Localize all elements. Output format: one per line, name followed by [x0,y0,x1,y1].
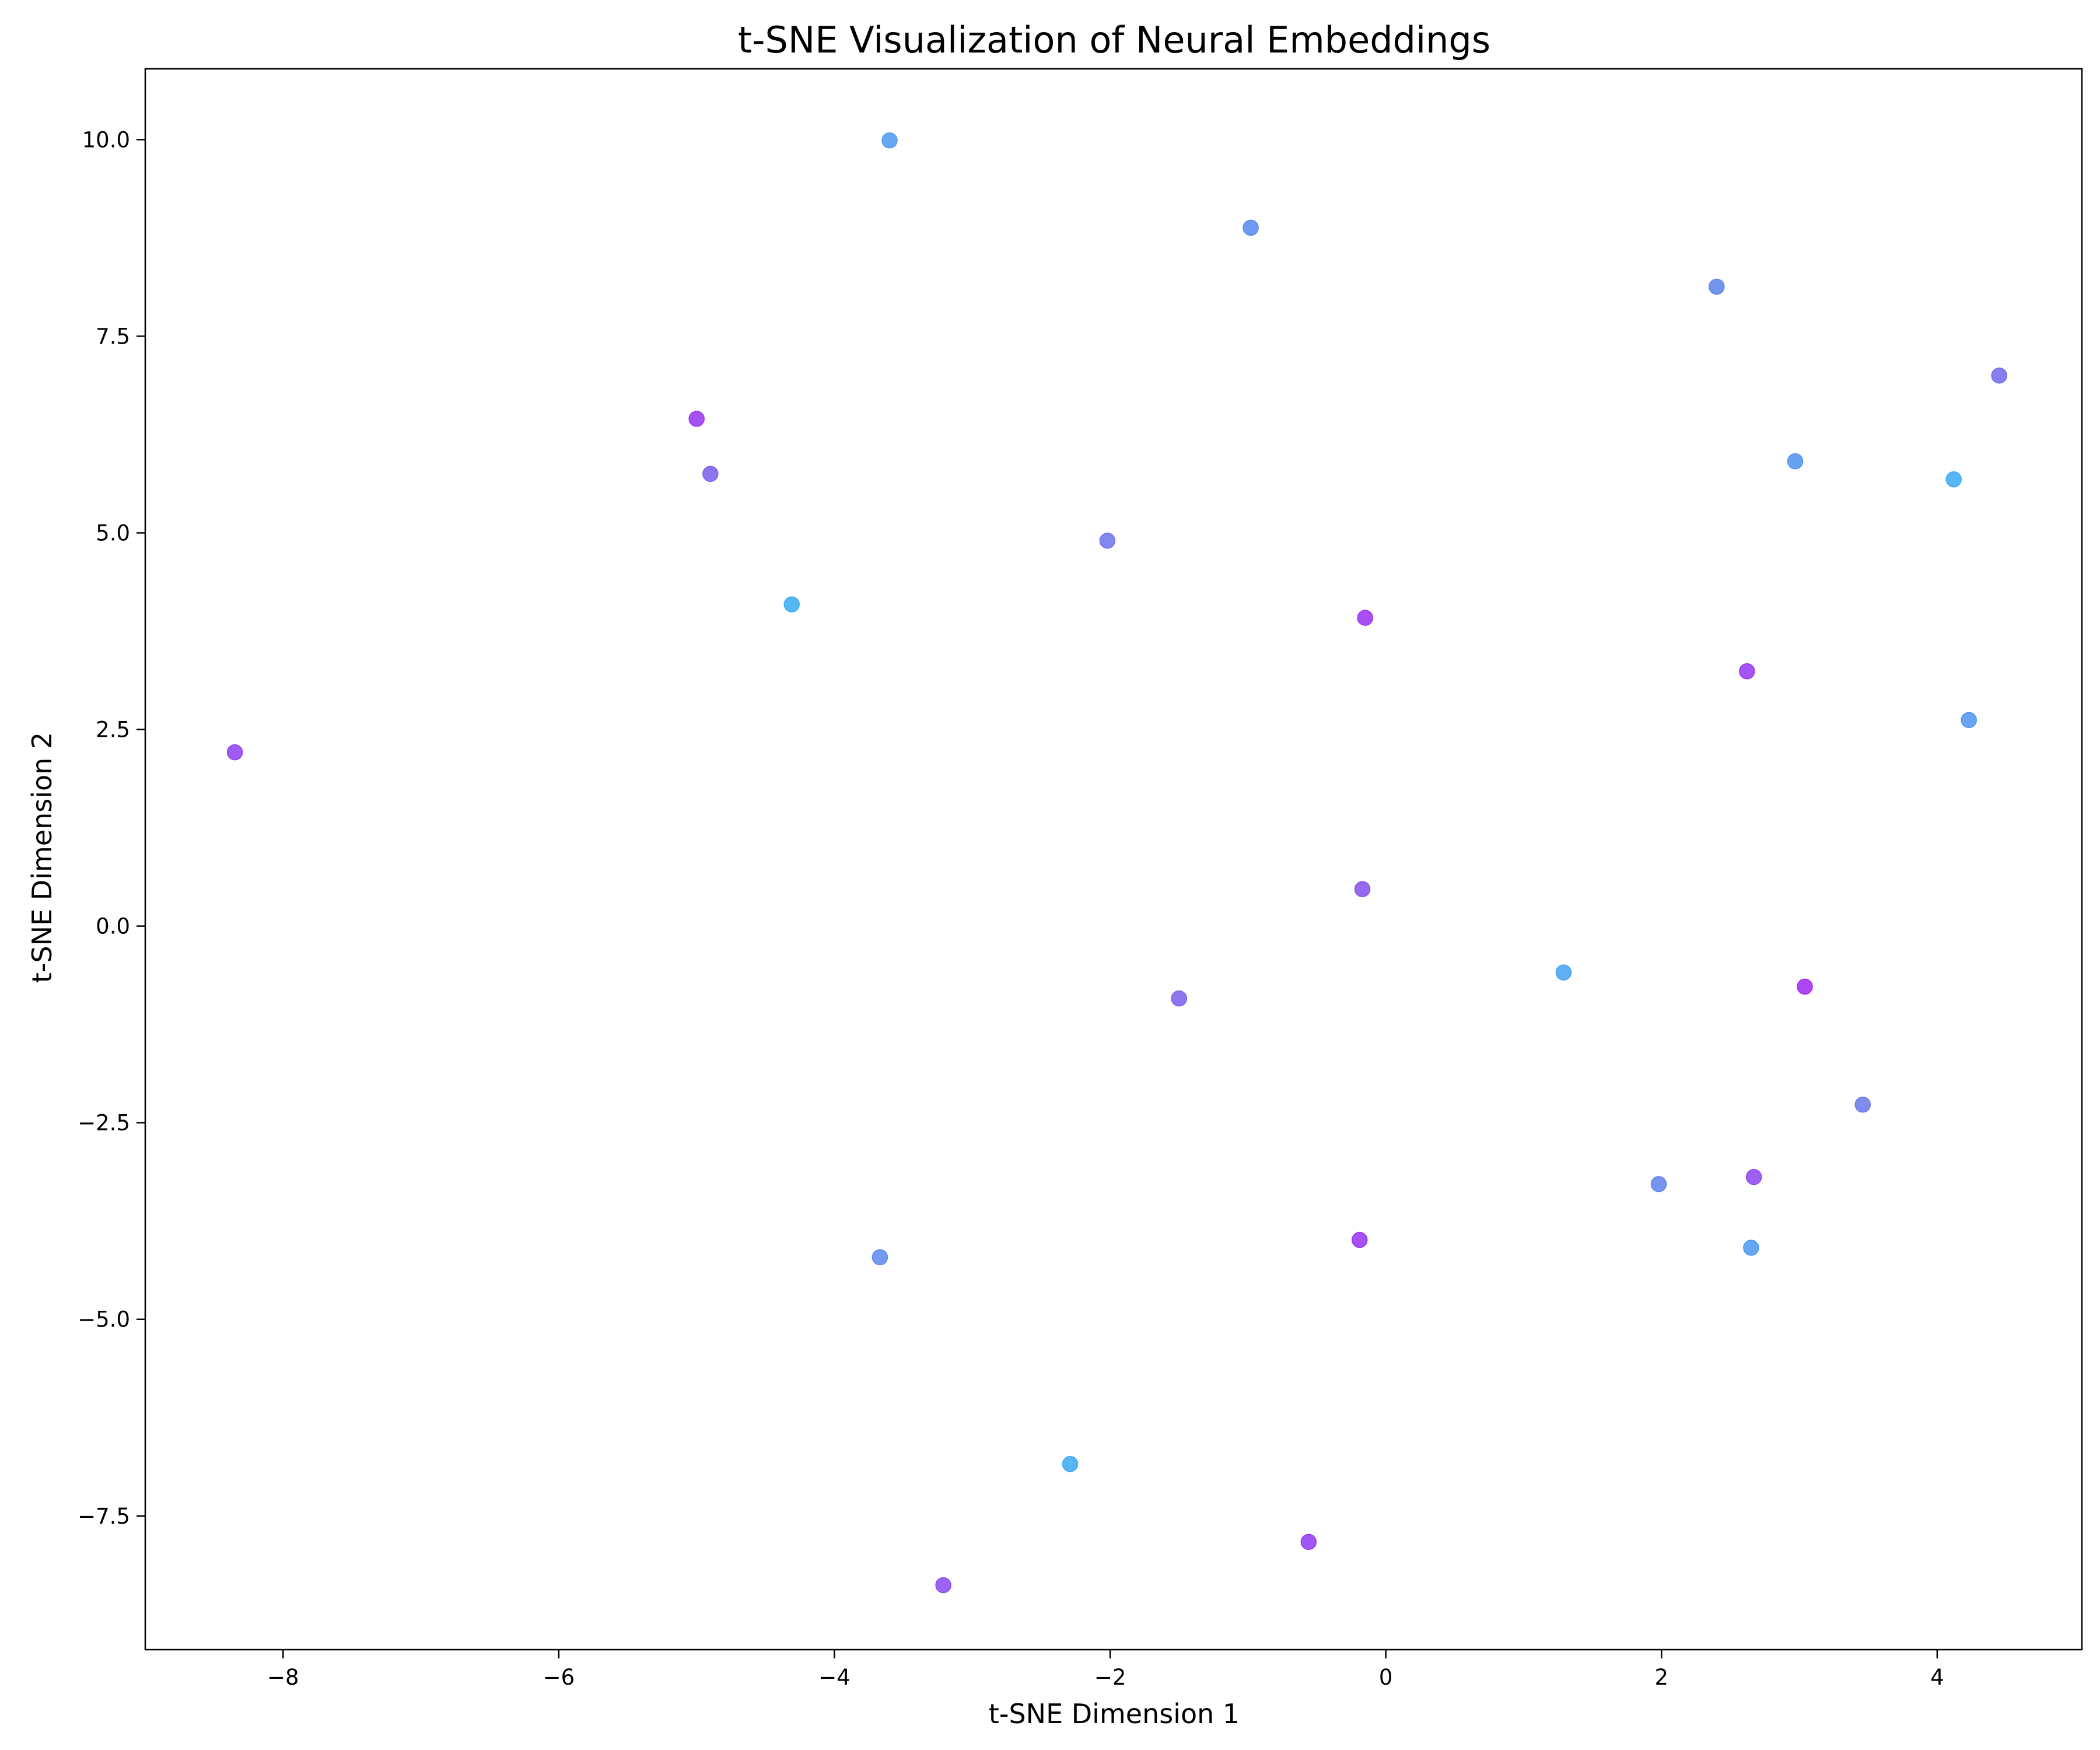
x-tick-label: −2 [1094,1665,1126,1690]
data-point [881,132,898,149]
data-point [1787,453,1804,470]
data-point [1300,1534,1317,1550]
data-point [935,1577,951,1594]
data-point [1743,1240,1759,1256]
data-point [1709,278,1725,295]
x-tick-label: −8 [267,1665,299,1690]
data-point [1354,881,1371,897]
data-point [702,466,719,482]
x-tick-label: 0 [1379,1665,1393,1690]
x-axis-ticks: −8 −6 −4 −2 0 2 4 [267,1650,1944,1690]
y-axis-label: t-SNE Dimension 2 [26,732,58,983]
data-point [1062,1456,1079,1472]
y-axis-ticks: −7.5 −5.0 −2.5 0.0 2.5 5.0 7.5 10.0 [78,127,145,1529]
x-tick-label: 4 [1930,1665,1944,1690]
data-point [1745,1168,1762,1185]
x-tick-label: 2 [1655,1665,1669,1690]
data-point [872,1249,888,1265]
chart-title: t-SNE Visualization of Neural Embeddings [738,19,1490,61]
y-tick-label: 2.5 [96,718,130,743]
y-tick-label: 7.5 [96,324,130,349]
x-tick-label: −6 [543,1665,575,1690]
y-tick-label: −7.5 [78,1504,130,1529]
data-point [226,744,243,761]
data-point [1854,1096,1871,1113]
data-point [1242,219,1259,236]
y-tick-label: −5.0 [78,1307,130,1332]
y-tick-label: 5.0 [96,520,130,545]
data-point [1945,471,1962,488]
points-layer [226,132,2007,1594]
data-point [1991,368,2007,384]
x-axis-label: t-SNE Dimension 1 [989,1698,1240,1730]
data-point [1352,1231,1368,1248]
y-tick-label: 0.0 [96,914,130,939]
data-point [1555,964,1572,981]
data-point [1961,712,1977,729]
x-tick-label: −4 [818,1665,850,1690]
data-point [1099,533,1116,549]
data-point [688,411,705,427]
data-point [783,596,800,612]
data-point [1739,663,1755,680]
y-tick-label: −2.5 [78,1111,130,1136]
data-point [1797,978,1813,995]
plot-frame [144,68,2083,1651]
data-point [1357,610,1373,626]
data-point [1171,990,1187,1007]
y-tick-label: 10.0 [82,127,130,152]
data-point [1650,1176,1667,1192]
